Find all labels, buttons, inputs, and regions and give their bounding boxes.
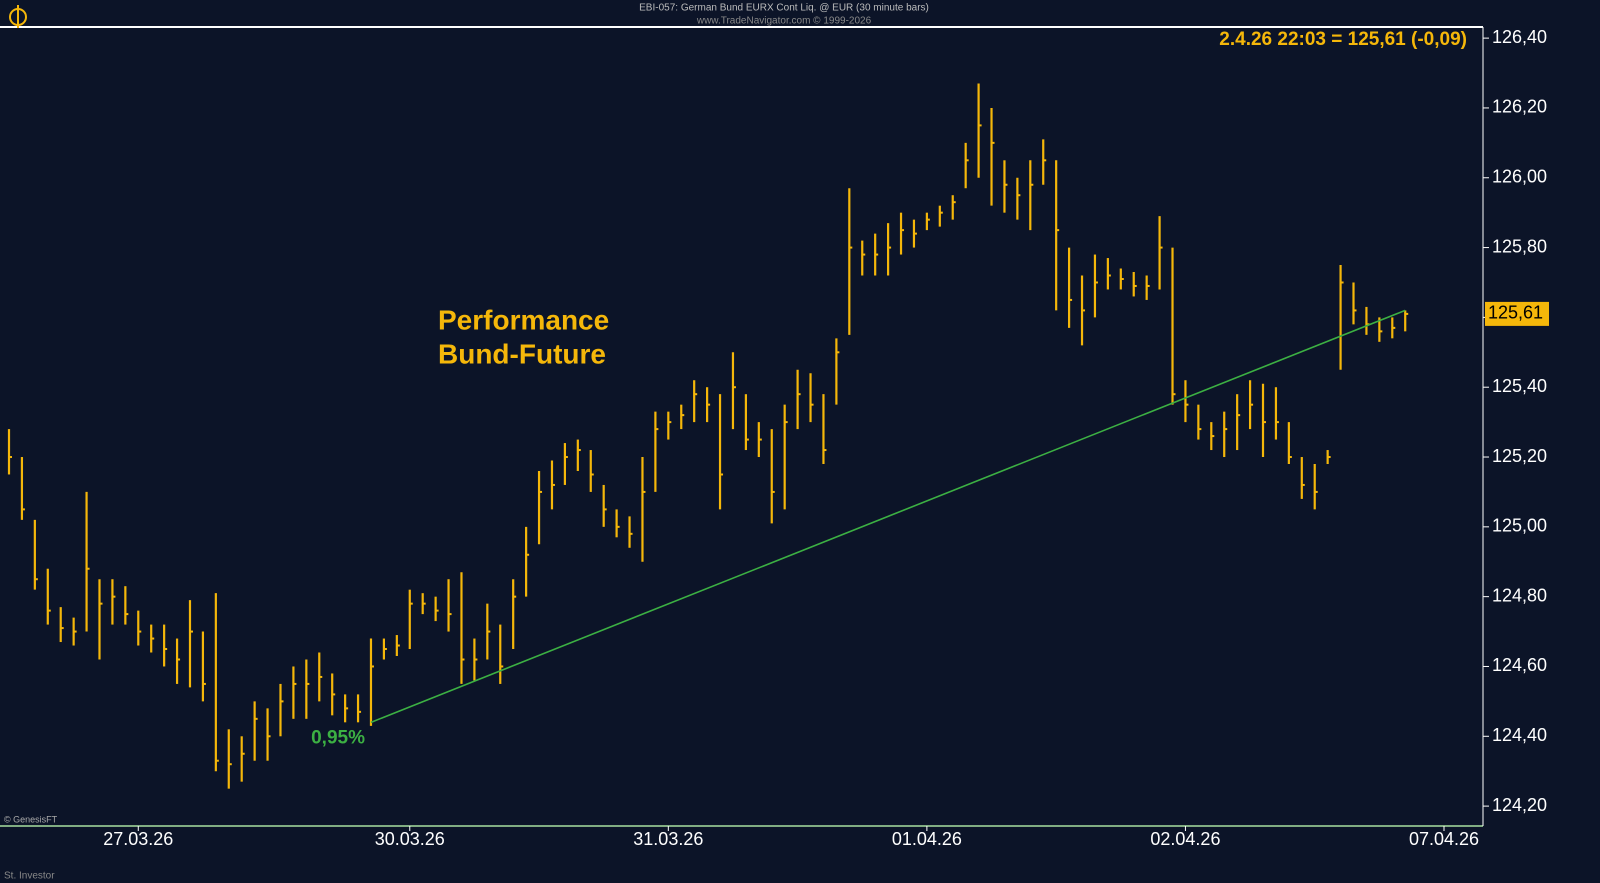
chart-subtitle: www.TradeNavigator.com © 1999-2026 bbox=[696, 16, 872, 27]
y-tick-label: 124,40 bbox=[1492, 725, 1547, 745]
trendline-label: 0,95% bbox=[311, 727, 365, 748]
footer: St. Investor bbox=[4, 871, 55, 882]
x-tick-label: 30.03.26 bbox=[375, 829, 445, 849]
annotation: Bund-Future bbox=[438, 338, 606, 369]
x-tick-label: 07.04.26 bbox=[1409, 829, 1479, 849]
credit: © GenesisFT bbox=[4, 814, 58, 824]
y-tick-label: 124,20 bbox=[1492, 795, 1547, 815]
quote: 2.4.26 22:03 = 125,61 (-0,09) bbox=[1219, 29, 1467, 50]
annotation: Performance bbox=[438, 304, 609, 335]
trendline bbox=[370, 309, 1406, 724]
logo bbox=[9, 5, 27, 28]
y-tick-label: 125,80 bbox=[1492, 236, 1547, 256]
y-tick-label: 124,60 bbox=[1492, 655, 1547, 675]
y-tick-label: 126,20 bbox=[1492, 97, 1547, 117]
y-tick-label: 126,40 bbox=[1492, 27, 1547, 47]
y-tick-label: 126,00 bbox=[1492, 167, 1547, 187]
x-tick-label: 27.03.26 bbox=[103, 829, 173, 849]
x-tick-label: 31.03.26 bbox=[633, 829, 703, 849]
chart-title: EBI-057: German Bund EURX Cont Liq. @ EU… bbox=[639, 3, 929, 14]
y-tick-label: 125,00 bbox=[1492, 516, 1547, 536]
x-tick-label: 02.04.26 bbox=[1150, 829, 1220, 849]
y-tick-label: 125,40 bbox=[1492, 376, 1547, 396]
y-tick-label: 124,80 bbox=[1492, 585, 1547, 605]
last-price-box bbox=[1485, 301, 1549, 326]
x-tick-label: 01.04.26 bbox=[892, 829, 962, 849]
last-price-label: 125,61 bbox=[1488, 303, 1543, 323]
y-tick-label: 125,20 bbox=[1492, 446, 1547, 466]
